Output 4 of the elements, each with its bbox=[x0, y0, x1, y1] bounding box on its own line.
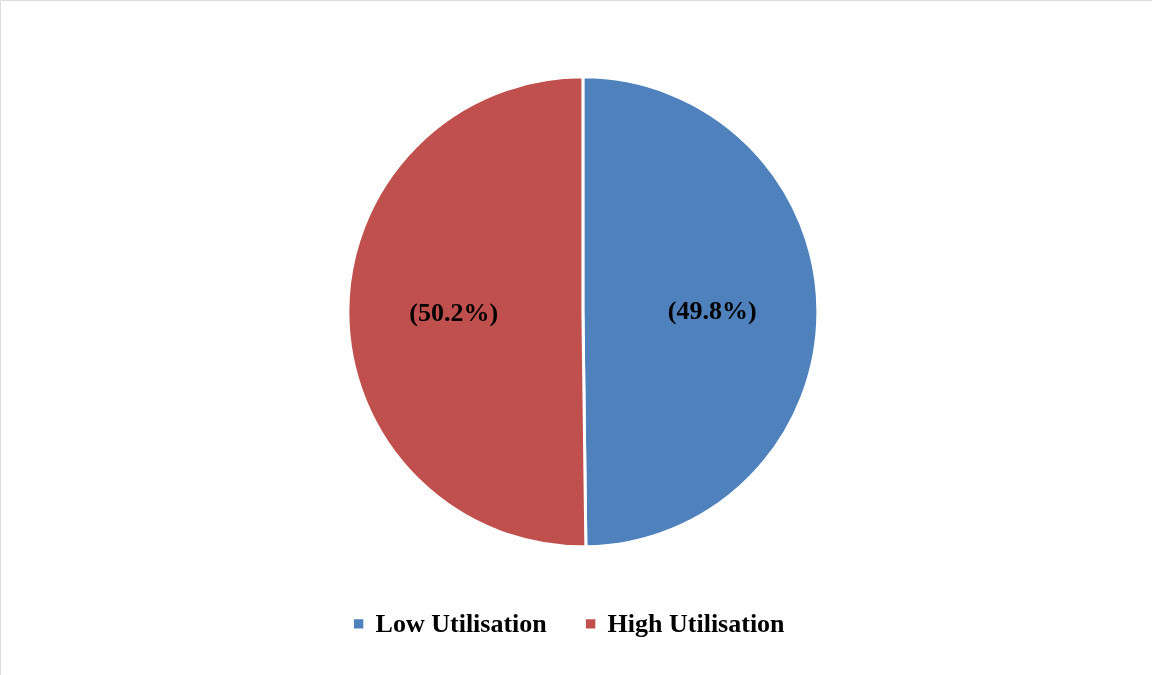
data-label: (49.8%) bbox=[667, 296, 757, 326]
legend-label: High Utilisation bbox=[607, 608, 786, 638]
data-label: (50.2%) bbox=[409, 297, 499, 327]
legend-label: Low Utilisation bbox=[375, 608, 548, 638]
